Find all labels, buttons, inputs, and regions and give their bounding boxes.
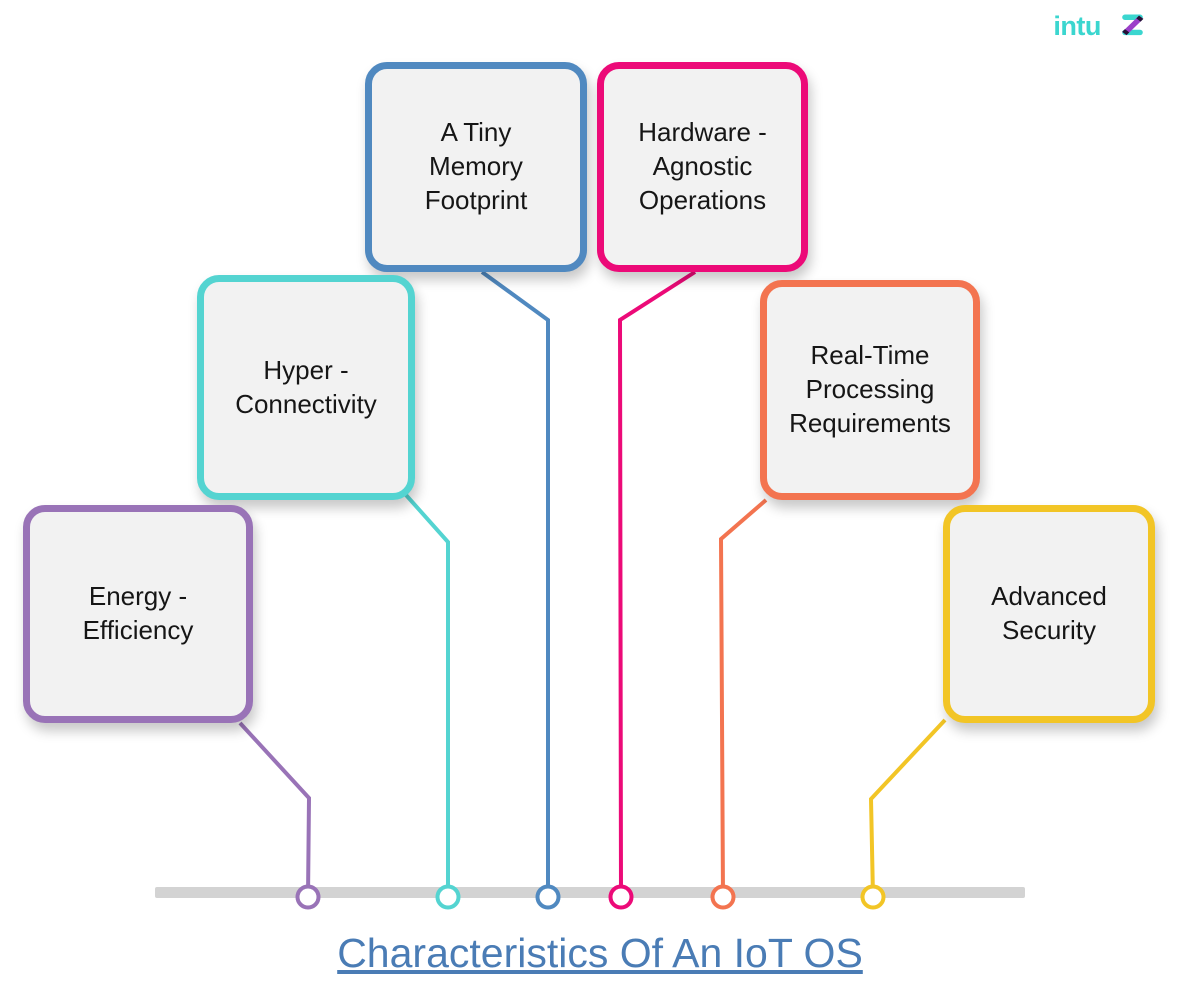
svg-text:intu: intu <box>1053 14 1100 41</box>
